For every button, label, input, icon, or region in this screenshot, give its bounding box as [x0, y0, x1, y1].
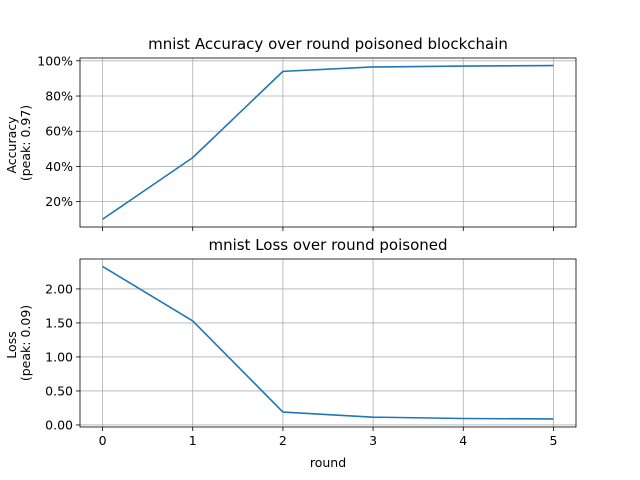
loss-x-tick-label: 2: [279, 433, 287, 448]
loss-x-tick-label: 3: [369, 433, 377, 448]
accuracy-y-tick-label: 40%: [45, 159, 73, 174]
accuracy-y-tick-label: 80%: [45, 89, 73, 104]
loss-x-axis-label: round: [310, 455, 346, 470]
accuracy-y-tick-label: 20%: [45, 194, 73, 209]
loss-subplot: mnist Loss over round poisoned 0.00 0.50 1…: [4, 236, 577, 470]
loss-plot-frame: [79, 258, 577, 428]
loss-chart-title: mnist Loss over round poisoned: [208, 236, 447, 254]
accuracy-chart-title: mnist Accuracy over round poisoned block…: [148, 35, 508, 53]
loss-y-ticks: 0.00 0.50 1.00 1.50 2.00: [45, 281, 80, 432]
accuracy-y-axis-label: Accuracy (peak: 0.97): [4, 105, 33, 181]
accuracy-y-tick-label: 100%: [37, 53, 73, 68]
loss-y-axis-label: Loss (peak: 0.09): [4, 305, 33, 381]
loss-series-line: [102, 265, 554, 420]
loss-y-axis-label-line1: Loss: [4, 331, 19, 358]
loss-x-tick-label: 4: [459, 433, 467, 448]
accuracy-y-axis-label-line1: Accuracy: [4, 116, 19, 174]
accuracy-x-ticks: [102, 227, 554, 231]
loss-y-tick-label: 1.00: [45, 349, 73, 364]
accuracy-subplot: mnist Accuracy over round poisoned block…: [4, 35, 577, 231]
accuracy-grid: [80, 58, 576, 227]
accuracy-y-tick-label: 60%: [45, 124, 73, 139]
loss-grid: [80, 259, 576, 427]
loss-x-tick-label: 5: [549, 433, 557, 448]
accuracy-series-line: [102, 64, 554, 220]
loss-y-tick-label: 2.00: [45, 281, 73, 296]
loss-y-tick-label: 0.00: [45, 417, 73, 432]
loss-y-tick-label: 0.50: [45, 383, 73, 398]
loss-y-axis-label-line2: (peak: 0.09): [18, 305, 33, 381]
accuracy-y-ticks: 20% 40% 60% 80% 100%: [37, 53, 80, 209]
loss-y-tick-label: 1.50: [45, 315, 73, 330]
loss-x-tick-label: 1: [189, 433, 197, 448]
accuracy-y-axis-label-line2: (peak: 0.97): [18, 105, 33, 181]
accuracy-plot-frame: [79, 57, 577, 228]
loss-x-ticks: 0 1 2 3 4 5: [99, 427, 557, 448]
loss-x-tick-label: 0: [99, 433, 107, 448]
